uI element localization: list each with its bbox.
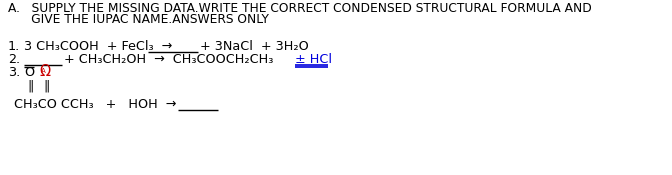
Text: ‖: ‖ — [27, 80, 34, 93]
Text: 1.: 1. — [8, 40, 20, 53]
Text: GIVE THE IUPAC NAME.ANSWERS ONLY: GIVE THE IUPAC NAME.ANSWERS ONLY — [8, 13, 269, 26]
Text: Ω: Ω — [40, 64, 51, 79]
Text: + 3NaCl  + 3H₂O: + 3NaCl + 3H₂O — [200, 40, 308, 53]
Text: ‖: ‖ — [43, 80, 49, 93]
Text: 3 CH₃COOH  + FeCl₃  →: 3 CH₃COOH + FeCl₃ → — [24, 40, 172, 53]
Text: + CH₃CH₂OH  →  CH₃COOCH₂CH₃: + CH₃CH₂OH → CH₃COOCH₂CH₃ — [64, 53, 274, 66]
Text: A: A — [41, 68, 46, 74]
Text: ± HCl: ± HCl — [295, 53, 332, 66]
Text: A.   SUPPLY THE MISSING DATA.WRITE THE CORRECT CONDENSED STRUCTURAL FORMULA AND: A. SUPPLY THE MISSING DATA.WRITE THE COR… — [8, 2, 592, 15]
Text: O: O — [24, 66, 34, 79]
Text: 2.: 2. — [8, 53, 20, 66]
Text: 3.: 3. — [8, 66, 20, 79]
Text: CH₃CO CCH₃   +   HOH  →: CH₃CO CCH₃ + HOH → — [14, 98, 176, 111]
